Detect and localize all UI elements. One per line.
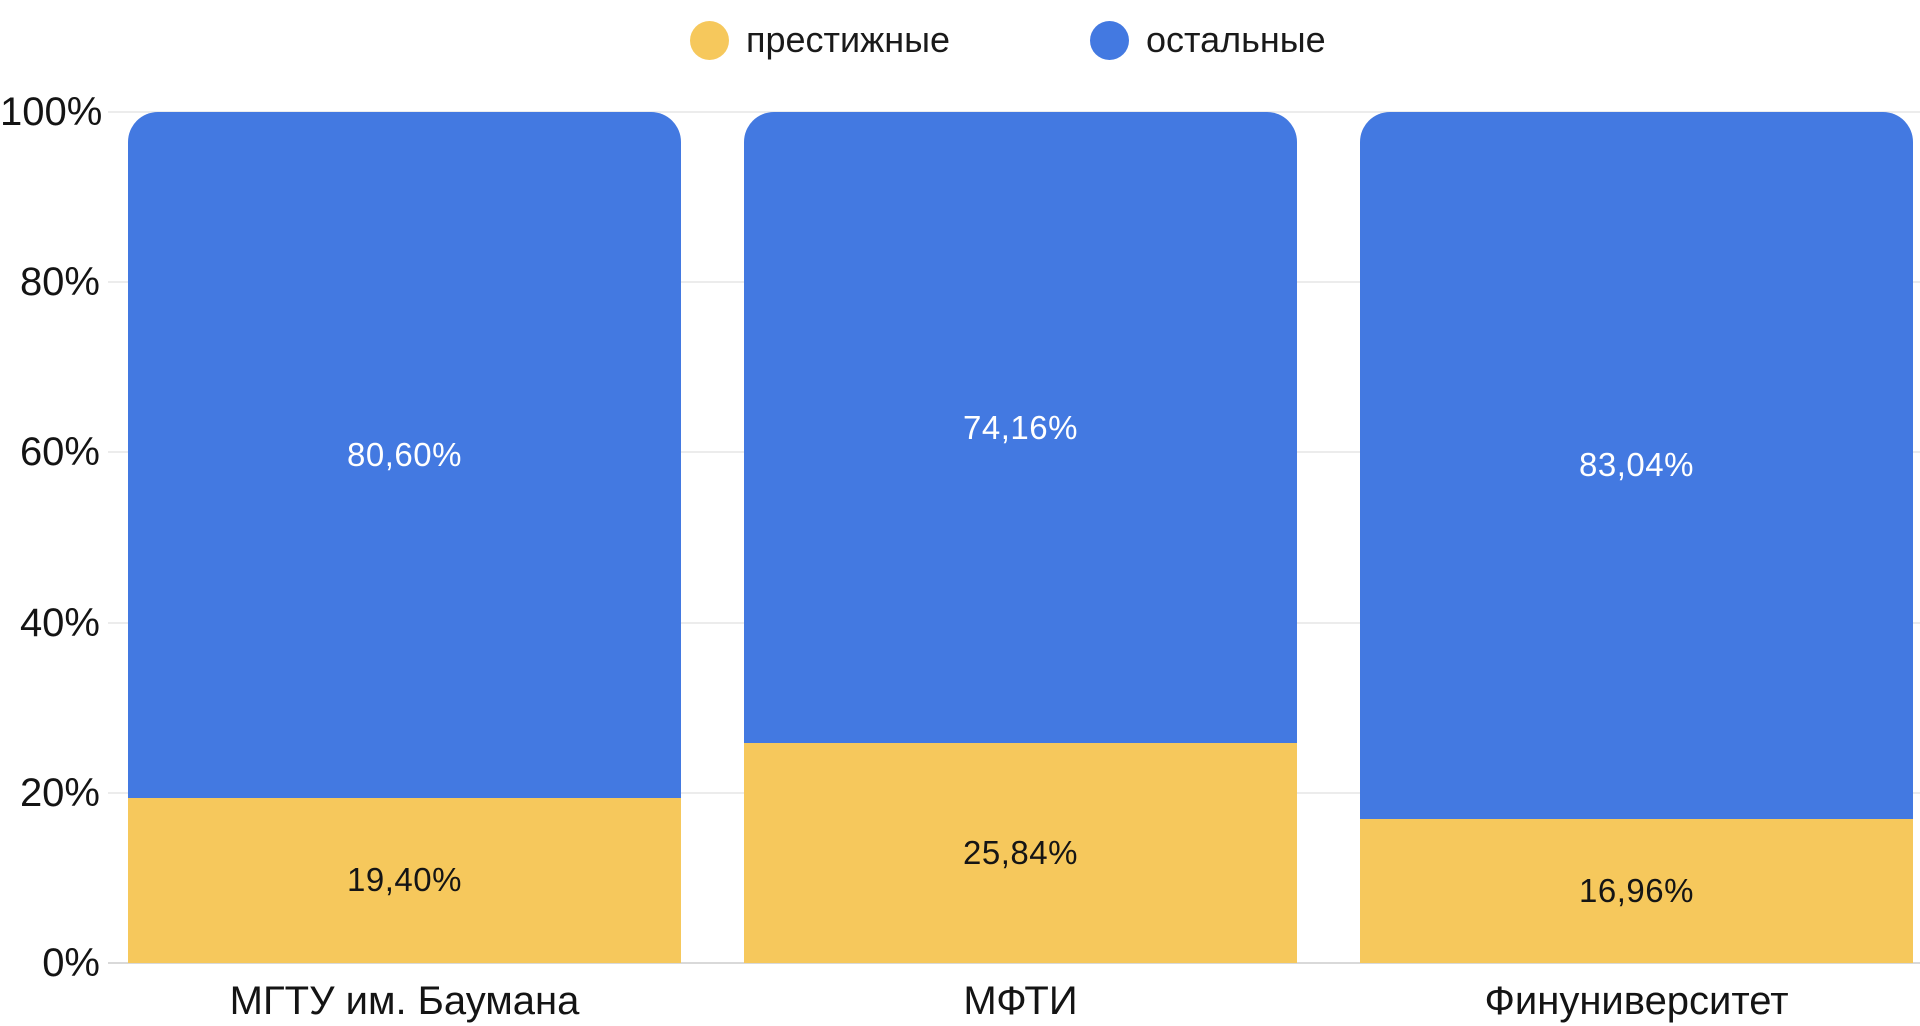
legend-swatch-blue-icon bbox=[1090, 20, 1129, 60]
x-axis-label-0: МГТУ им. Баумана bbox=[229, 979, 580, 1023]
value-label-others-0: 80,60% bbox=[347, 435, 462, 473]
segment-others-2: 83,04% bbox=[1360, 112, 1913, 819]
bar-group-2: 83,04% 16,96% bbox=[1360, 112, 1913, 963]
segment-others-1: 74,16% bbox=[744, 112, 1297, 744]
value-label-prestigious-0: 19,40% bbox=[347, 861, 462, 899]
segment-prestigious-2: 16,96% bbox=[1360, 818, 1913, 963]
bar-group-0: 80,60% 19,40% bbox=[128, 112, 681, 963]
y-axis-label-40: 40% bbox=[19, 600, 100, 645]
segment-prestigious-0: 19,40% bbox=[128, 797, 681, 963]
legend-item-others: остальные bbox=[1090, 16, 1326, 64]
value-label-others-1: 74,16% bbox=[963, 408, 1078, 446]
legend-swatch-yellow-icon bbox=[690, 20, 729, 60]
y-axis-label-60: 60% bbox=[19, 430, 100, 475]
legend-label-prestigious: престижные bbox=[746, 19, 950, 60]
value-label-prestigious-1: 25,84% bbox=[963, 834, 1078, 872]
bar-group-1: 74,16% 25,84% bbox=[744, 112, 1297, 963]
legend-label-others: остальные bbox=[1146, 19, 1326, 60]
y-axis-label-100: 100% bbox=[0, 90, 103, 134]
x-axis-label-1: МФТИ bbox=[963, 979, 1078, 1023]
y-axis-label-80: 80% bbox=[19, 260, 100, 305]
value-label-prestigious-2: 16,96% bbox=[1579, 871, 1694, 909]
y-axis-label-20: 20% bbox=[19, 770, 100, 815]
legend-item-prestigious: престижные bbox=[690, 16, 950, 64]
segment-prestigious-1: 25,84% bbox=[744, 743, 1297, 963]
y-axis-label-0: 0% bbox=[42, 941, 100, 985]
segment-others-0: 80,60% bbox=[128, 112, 681, 798]
x-axis-label-2: Финуниверситет bbox=[1484, 979, 1789, 1023]
x-axis-line bbox=[108, 962, 1920, 964]
value-label-others-2: 83,04% bbox=[1579, 446, 1694, 484]
chart-legend: престижные остальные bbox=[690, 16, 1326, 64]
